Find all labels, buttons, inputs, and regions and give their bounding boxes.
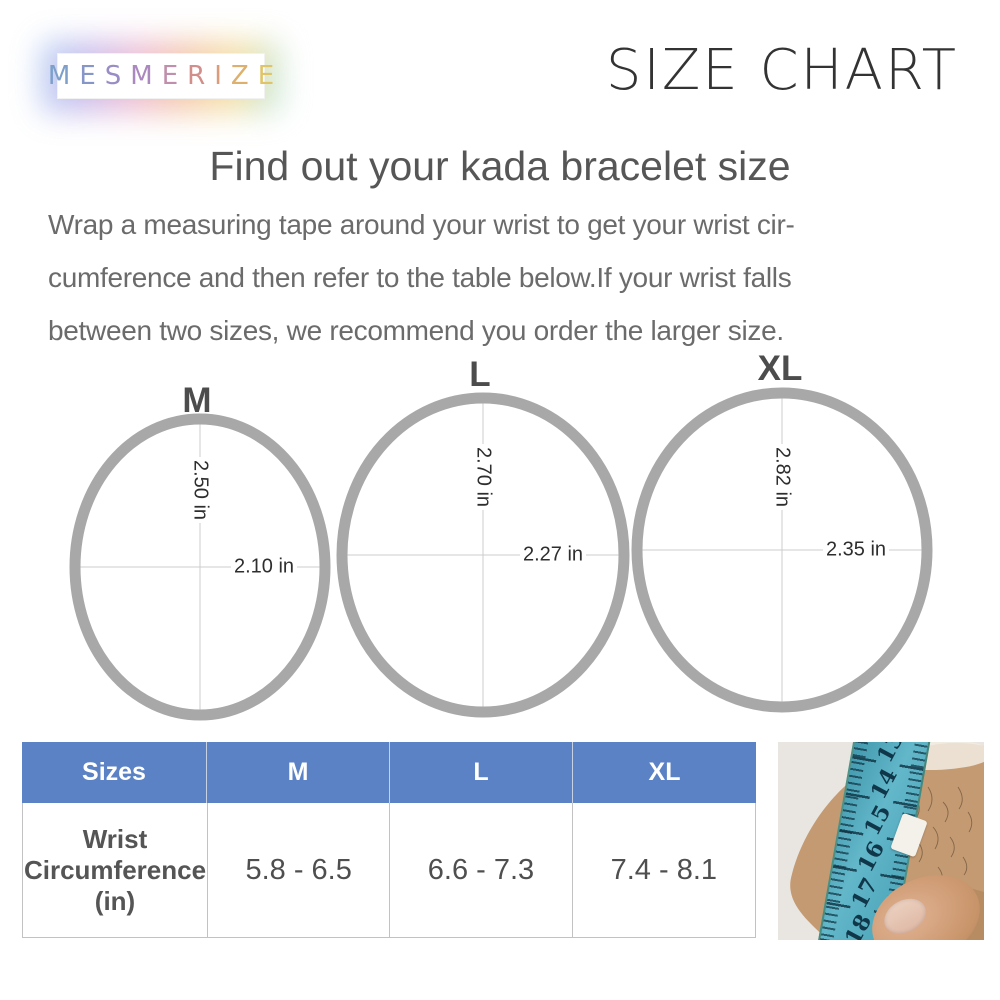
tape-number: 13 <box>872 742 910 768</box>
ring-m <box>69 413 331 721</box>
page-title: SIZE CHART <box>605 38 958 103</box>
value-l: 6.6 - 7.3 <box>390 803 573 937</box>
header-cell-l: L <box>390 742 573 803</box>
tape-number: 15 <box>859 800 897 840</box>
brand-letter: E <box>257 61 275 91</box>
brand-logo: M E S M E R I Z E <box>48 53 274 99</box>
intro-line: Wrap a measuring tape around your wrist … <box>48 209 795 240</box>
thumb-nail <box>878 891 933 940</box>
brand-letter: I <box>214 61 222 91</box>
brand-letter: S <box>104 61 122 91</box>
ring-label-l: L <box>469 355 491 394</box>
brand-letter: R <box>187 61 206 91</box>
brand-letter: Z <box>230 61 249 91</box>
intro-line: cumference and then refer to the table b… <box>48 262 792 293</box>
tape-number: 14 <box>865 764 903 804</box>
size-table-header: Sizes M L XL <box>22 742 756 803</box>
brand-letter: E <box>79 61 96 91</box>
brand-letter: M <box>130 61 153 91</box>
ring-label-xl: XL <box>757 349 803 388</box>
ring-width-l: 2.27 in <box>519 543 587 567</box>
brand-letter: M <box>47 61 71 91</box>
tape-number: 16 <box>852 837 891 877</box>
ring-diagram-canvas <box>69 387 933 721</box>
value-m: 5.8 - 6.5 <box>208 803 391 937</box>
size-table-row: Wrist Circumference (in) 5.8 - 6.5 6.6 -… <box>22 803 756 938</box>
brand-letter: E <box>161 61 179 91</box>
ring-l <box>336 392 630 718</box>
size-table: Sizes M L XL Wrist Circumference (in) 5.… <box>22 742 756 938</box>
header-cell-sizes: Sizes <box>22 742 207 803</box>
brand-logo-box: M E S M E R I Z E <box>48 53 274 99</box>
intro-paragraph: Wrap a measuring tape around your wrist … <box>48 198 963 357</box>
ring-xl <box>631 387 933 713</box>
wrist-measure-photo: 13 14 15 16 17 18 <box>778 742 984 940</box>
ring-width-m: 2.10 in <box>230 555 298 579</box>
ring-height-xl: 2.82 in <box>770 443 794 511</box>
ring-height-m: 2.50 in <box>188 456 212 524</box>
ring-height-l: 2.70 in <box>471 443 495 511</box>
ring-width-xl: 2.35 in <box>822 538 890 562</box>
header-cell-m: M <box>207 742 390 803</box>
row-label-wrist-circumference: Wrist Circumference (in) <box>23 803 208 937</box>
ring-size-diagram: M L XL 2.50 in 2.70 in 2.82 in 2.10 in 2… <box>0 349 1000 735</box>
value-xl: 7.4 - 8.1 <box>610 853 718 886</box>
intro-heading: Find out your kada bracelet size <box>209 143 791 189</box>
intro-line: between two sizes, we recommend you orde… <box>48 315 784 346</box>
header-cell-xl: XL <box>648 758 681 786</box>
ring-label-m: M <box>182 381 212 420</box>
